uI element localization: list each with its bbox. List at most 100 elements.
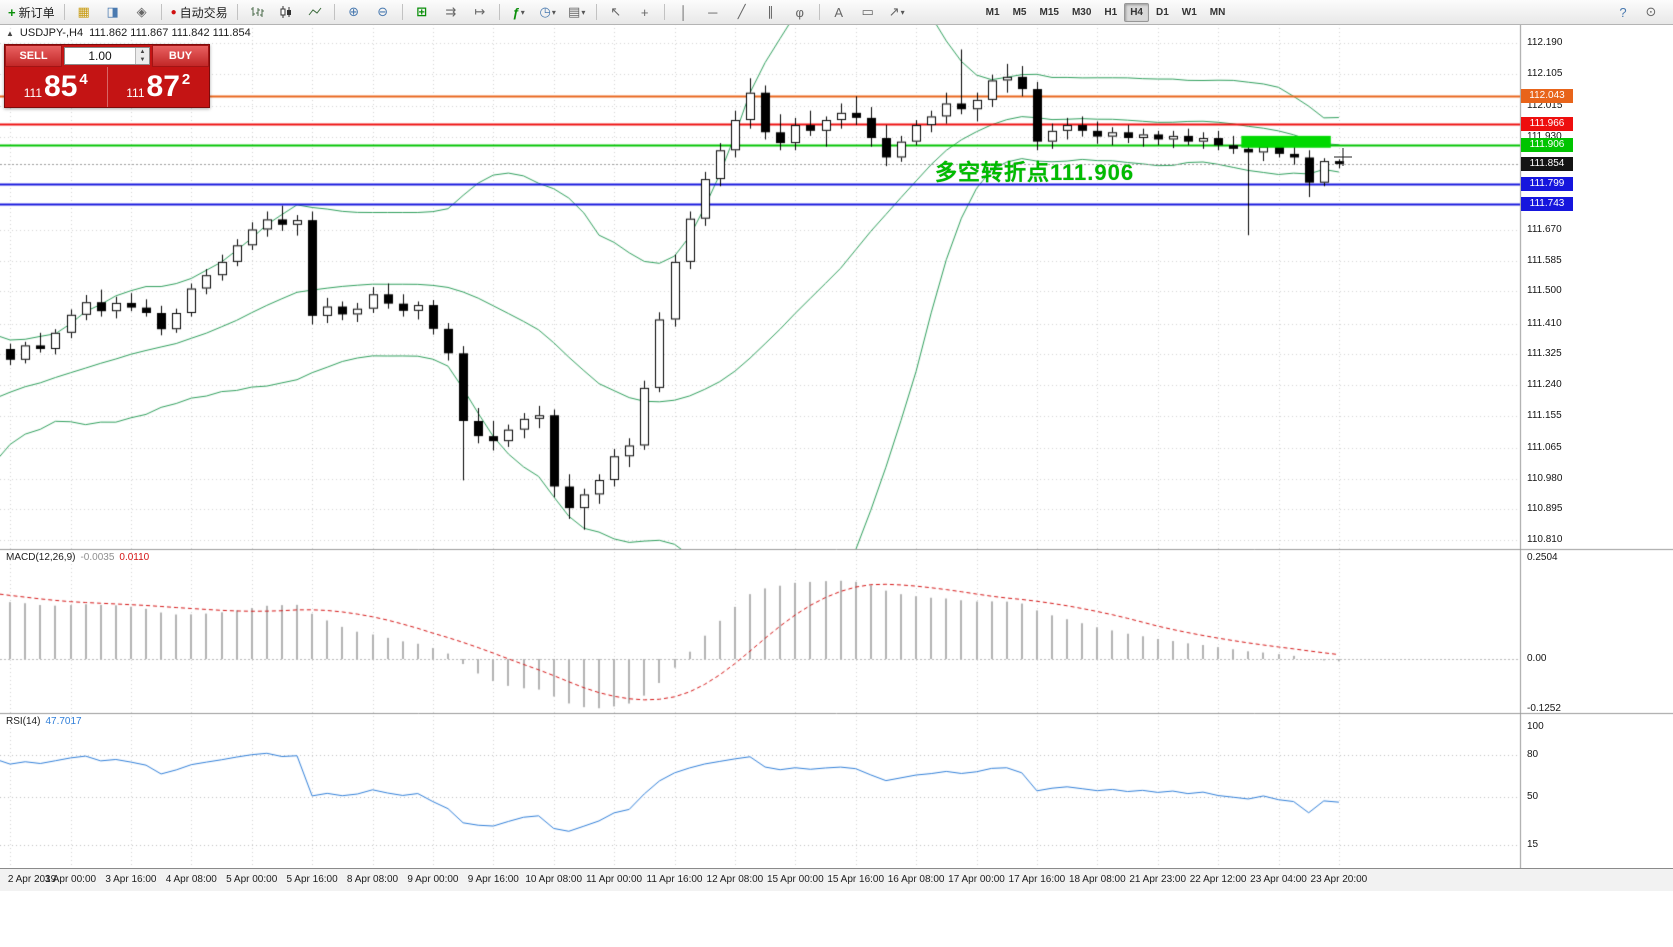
timeframe-m30[interactable]: M30 [1071,6,1092,18]
timeframe-w1[interactable]: W1 [1181,6,1197,18]
trendline-icon[interactable]: ╱ [737,4,746,19]
price-axis-label: 111.670 [1527,224,1562,236]
price-axis-label: 111.500 [1527,285,1562,297]
time-axis-label: 3 Apr 00:00 [44,874,97,885]
line-chart-icon[interactable] [301,1,329,23]
pivot-annotation: 多空转折点111.906 [935,160,1135,185]
help-icon[interactable]: ? [1619,4,1627,20]
cursor-icon[interactable]: ↖ [610,4,622,19]
buy-button[interactable]: BUY [152,45,209,67]
volume-input[interactable] [65,48,135,64]
price-marker-box: 112.043 [1521,88,1573,103]
price-axis-label: 111.410 [1527,317,1562,329]
new-order-button[interactable]: + 新订单 [4,1,59,23]
timeframe-m5[interactable]: M5 [1012,6,1027,18]
timeframe-toolbar: M1 M5 M15 M30 H1 H4 D1 W1 MN [980,2,1232,22]
timeframe-d1[interactable]: D1 [1155,6,1169,18]
bid-sup: 4 [79,71,88,88]
rsi-axis-label: 100 [1527,721,1544,732]
toolbar-separator [160,4,162,20]
zoom-in-icon[interactable]: ⊕ [348,4,360,19]
price-chart-canvas[interactable] [0,0,1673,868]
arrows-tool-icon[interactable]: ↗ ▾ [888,4,905,19]
time-axis-label: 9 Apr 16:00 [467,874,519,885]
time-axis-label: 2 Apr 2019 [7,874,57,885]
channel-icon[interactable]: ∥ [767,4,774,19]
price-axis-label: 112.190 [1527,37,1563,48]
macd-header: MACD(12,26,9) -0.0035 0.0110 [6,552,149,563]
time-axis-label: 11 Apr 00:00 [586,874,643,885]
volume-spinner: ▲ ▼ [135,48,149,64]
rsi-axis-label: 80 [1527,748,1539,760]
volume-stepper: ▲ ▼ [64,47,150,65]
time-axis-label: 15 Apr 00:00 [766,874,824,885]
price-marker-box: 111.966 [1521,116,1573,131]
crosshair-icon[interactable]: + [640,4,649,20]
time-axis-label: 22 Apr 12:00 [1189,874,1247,885]
autotrading-button[interactable]: ● 自动交易 [167,1,232,23]
autotrading-label: 自动交易 [179,5,228,20]
toolbar-separator [236,4,238,20]
price-marker-box: 111.743 [1521,196,1573,211]
toolbar-separator [818,4,820,20]
navigator-icon[interactable]: ◈ [136,4,147,19]
time-axis-label: 5 Apr 00:00 [226,874,278,885]
time-axis-label: 8 Apr 08:00 [346,874,399,885]
ohlc-values: 111.862 111.867 111.842 111.854 [89,27,251,39]
fibonacci-icon[interactable]: φ [795,4,804,20]
price-axis-label: 110.810 [1527,533,1563,545]
rsi-axis-label: 50 [1527,790,1539,802]
macd-label: MACD(12,26,9) [6,552,76,563]
data-window-icon[interactable]: ◨ [106,4,119,19]
time-axis-label: 15 Apr 16:00 [827,874,885,885]
candlestick-chart-icon[interactable] [272,1,300,23]
chart-shift-icon[interactable]: ↦ [474,4,486,19]
timeframe-m15[interactable]: M15 [1039,6,1059,18]
ask-price-display[interactable]: 111 87 2 [108,67,210,107]
macd-main-value: -0.0035 [80,552,115,563]
rsi-header: RSI(14) 47.7017 [6,716,82,727]
horizontal-line-icon[interactable]: ─ [708,4,718,20]
sell-button[interactable]: SELL [5,45,62,67]
tile-windows-icon[interactable]: ⊞ [416,4,428,19]
toolbar-separator [498,4,500,20]
timeframe-h1[interactable]: H1 [1104,6,1118,18]
ask-sup: 2 [181,71,191,88]
timeframe-mn[interactable]: MN [1209,6,1226,18]
macd-axis-label: 0.2504 [1527,552,1558,564]
templates-icon[interactable]: ▤ ▾ [568,4,586,19]
toolbar-separator [595,4,597,20]
bid-price-display[interactable]: 111 85 4 [5,67,108,107]
volume-down-button[interactable]: ▼ [136,56,149,64]
price-axis-label: 111.930 [1527,130,1562,142]
market-watch-icon[interactable]: ▦ [77,4,90,19]
search-icon[interactable]: ⊙ [1645,4,1657,19]
periods-icon[interactable]: ◷ ▾ [539,4,556,19]
toolbar-right-group: ? ⊙ [1609,1,1665,23]
label-tool-icon[interactable]: ▭ [861,4,874,19]
vertical-line-icon[interactable]: │ [679,4,688,20]
indicators-icon[interactable]: ƒ ▾ [512,4,525,20]
time-axis-label: 17 Apr 16:00 [1008,874,1066,885]
time-axis[interactable]: 2 Apr 2019 3 Apr 00:00 3 Apr 16:00 4 Apr 08… [0,868,1673,891]
toolbar-separator [63,4,65,20]
timeframe-m1[interactable]: M1 [985,6,1000,18]
zoom-out-icon[interactable]: ⊖ [377,4,389,19]
price-axis-label: 111.065 [1527,442,1562,453]
timeframe-h4[interactable]: H4 [1124,2,1149,22]
rsi-value: 47.7017 [45,716,82,727]
bar-chart-icon[interactable] [243,1,271,23]
ask-int: 111 [126,86,145,100]
price-axis-label: 111.155 [1527,409,1562,421]
price-axis-label: 110.895 [1527,503,1563,515]
text-tool-icon[interactable]: A [834,4,843,20]
trade-panel-price-row: 111 85 4 111 87 2 [5,67,209,107]
new-order-label: 新订单 [18,5,55,20]
one-click-collapse-icon[interactable]: ▲ [6,28,14,38]
volume-up-button[interactable]: ▲ [136,48,149,56]
ask-main: 87 [146,70,180,103]
time-axis-label: 16 Apr 08:00 [887,874,945,885]
bid-main: 85 [44,70,78,103]
auto-scroll-icon[interactable]: ⇉ [445,4,457,19]
